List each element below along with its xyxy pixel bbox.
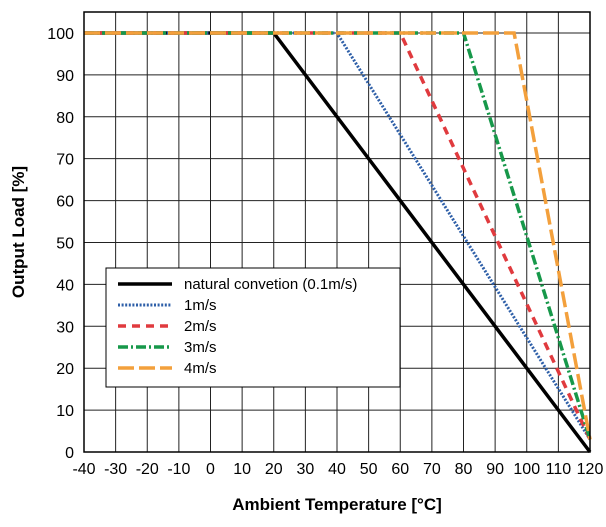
y-tick-label: 80: [56, 110, 74, 127]
x-tick-label: 10: [233, 461, 251, 478]
y-tick-label: 60: [56, 194, 74, 211]
x-tick-label: 70: [423, 461, 441, 478]
x-tick-label: 80: [455, 461, 473, 478]
x-tick-label: 90: [486, 461, 504, 478]
y-tick-label: 10: [56, 403, 74, 420]
y-axis-title: Output Load [%]: [9, 166, 28, 298]
x-tick-label: -10: [167, 461, 190, 478]
legend-label-2: 2m/s: [184, 318, 217, 335]
x-tick-label: 110: [546, 461, 572, 478]
x-tick-label: 50: [360, 461, 378, 478]
y-tick-label: 0: [65, 445, 74, 462]
x-tick-label: 40: [328, 461, 346, 478]
legend-label-1: 1m/s: [184, 297, 217, 314]
x-tick-label: 100: [513, 461, 540, 478]
x-tick-label: 60: [391, 461, 409, 478]
x-tick-label: -30: [104, 461, 127, 478]
x-tick-label: 20: [265, 461, 283, 478]
legend-label-3: 3m/s: [184, 339, 217, 356]
y-tick-label: 90: [56, 68, 74, 85]
legend-label-0: natural convetion (0.1m/s): [184, 276, 357, 293]
y-tick-label: 100: [47, 26, 74, 43]
series-line-4: [84, 31, 592, 440]
y-tick-label: 30: [56, 319, 74, 336]
y-tick-label: 50: [56, 235, 74, 252]
x-tick-label: 0: [206, 461, 215, 478]
legend-label-4: 4m/s: [184, 360, 217, 377]
x-axis-title: Ambient Temperature [°C]: [232, 495, 442, 514]
plot-frame: [83, 11, 591, 453]
x-tick-labels: -40 -30 -20 -10 0 10 20 30 40 50 60 70 80 90 100 110 120: [72, 461, 603, 478]
y-tick-labels: 0 10 20 30 40 50 60 70 80 90 100: [47, 26, 74, 462]
y-tick-label: 20: [56, 361, 74, 378]
y-tick-label: 40: [56, 277, 74, 294]
x-tick-label: -40: [72, 461, 95, 478]
x-tick-label: 120: [577, 461, 604, 478]
x-tick-label: -20: [136, 461, 159, 478]
series-lines: [84, 31, 592, 454]
legend: natural convetion (0.1m/s) 1m/s 2m/s 3m/s 4m…: [105, 267, 401, 388]
x-tick-label: 30: [296, 461, 314, 478]
plot-border: [83, 11, 591, 453]
y-tick-label: 70: [56, 152, 74, 169]
